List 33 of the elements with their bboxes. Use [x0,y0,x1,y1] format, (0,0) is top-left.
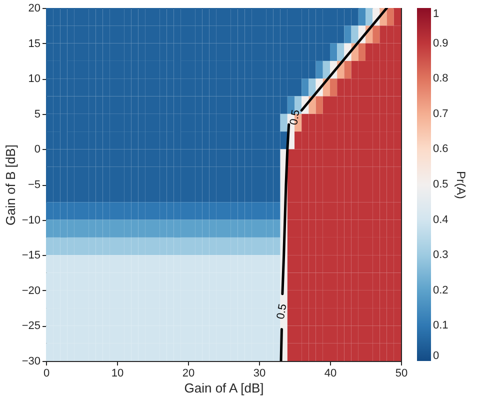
color-bar-label: 0 [433,350,440,362]
y-tick-label: 20 [28,2,40,14]
y-tick-label: 0 [34,144,40,156]
x-tick-label: 10 [111,368,124,380]
y-tick-label: −15 [22,250,40,262]
y-tick-label: −30 [22,356,40,368]
y-tick-label: −25 [22,320,40,332]
y-tick-label: 5 [34,108,40,120]
annotation: 0.5 [288,108,302,126]
y-tick-label: −20 [22,284,40,297]
color-bar-title: Pr(A) [454,171,468,199]
x-tick-label: 20 [182,368,195,380]
x-tick-label: 50 [395,368,408,380]
color-bar-label: 0.2 [433,284,448,296]
color-bar-label: 1 [433,8,440,20]
color-bar-label: 0.4 [433,214,448,226]
color-bar-label: 0.9 [433,37,448,50]
color-bar-label: 0.7 [433,108,448,120]
x-axis-title: Gain of A [dB] [184,380,264,396]
annotation: 0.5 [274,303,290,320]
color-bar-label: 0.1 [433,320,448,332]
x-tick-label: 30 [253,368,266,380]
y-tick-label: 15 [28,38,40,50]
x-tick-label: 0 [43,368,50,380]
y-tick-label: 10 [28,73,40,86]
y-tick-label: −10 [22,214,40,226]
color-bar-label: 0.5 [433,178,448,190]
y-tick-label: −5 [28,179,40,191]
x-tick-label: 40 [324,368,337,380]
color-bar-label: 0.8 [433,72,448,85]
color-bar-label: 0.3 [433,249,448,262]
y-axis-title: Gain of B [dB] [2,144,18,226]
color-bar-label: 0.6 [433,143,448,156]
